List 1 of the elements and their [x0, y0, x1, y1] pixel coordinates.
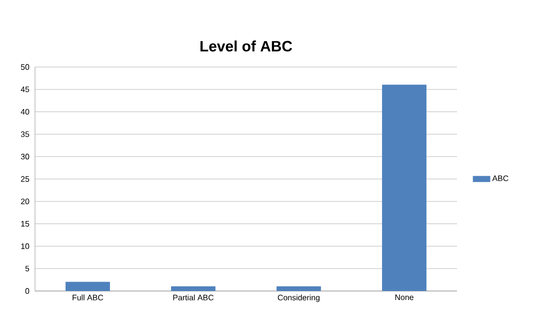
chart-title: Level of ABC — [200, 40, 292, 52]
